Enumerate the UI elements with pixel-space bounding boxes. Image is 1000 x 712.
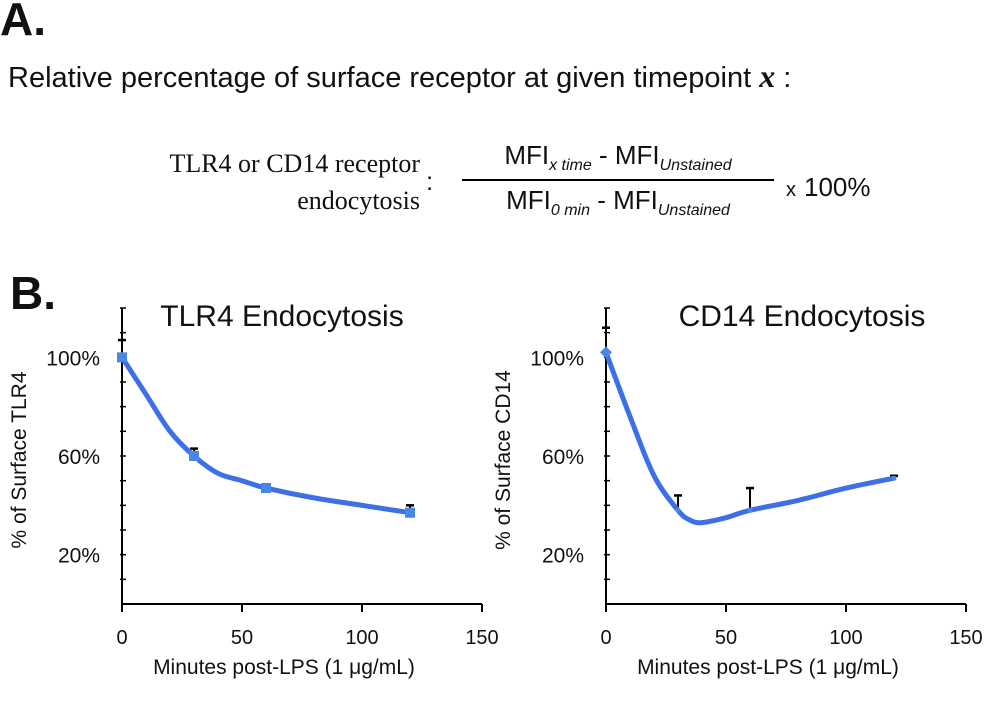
x-tick-label-0: 0 — [600, 627, 611, 649]
numerator-main: MFI — [504, 140, 550, 170]
formula-numerator: MFIx time - MFIUnstained — [462, 140, 774, 175]
y-tick-label-60: 60% — [58, 446, 100, 469]
formula-denominator: MFI0 min - MFIUnstained — [462, 185, 774, 220]
numerator-sub1: x time — [549, 157, 592, 174]
denominator-sub1: 0 min — [550, 202, 590, 219]
fraction-bar — [462, 179, 774, 181]
x-tick-label-100: 100 — [345, 627, 378, 649]
denominator-mid: - MFI — [589, 185, 658, 215]
data-point — [600, 346, 612, 359]
data-point — [891, 475, 897, 481]
denominator-sub2: Unstained — [657, 202, 730, 219]
chart-title: CD14 Endocytosis — [679, 300, 926, 333]
times-value: 100% — [804, 172, 871, 202]
chart-title: TLR4 Endocytosis — [160, 300, 403, 333]
x-axis-label: Minutes post-LPS (1 μg/mL) — [153, 656, 415, 679]
formula-lhs-line2: endocytosis — [297, 185, 420, 215]
formula-lhs-line1: TLR4 or CD14 receptor — [169, 149, 420, 178]
y-tick-label-60: 60% — [542, 446, 584, 469]
data-point — [189, 451, 199, 461]
numerator-mid: - MFI — [591, 140, 660, 170]
x-tick-label-50: 50 — [715, 627, 737, 649]
formula-intro-text: Relative percentage of surface receptor … — [8, 62, 752, 94]
x-tick-label-50: 50 — [231, 627, 253, 649]
y-tick-label-100: 100% — [530, 347, 584, 370]
y-tick-label-20: 20% — [542, 545, 584, 568]
y-axis-label: % of Surface TLR4 — [8, 371, 31, 548]
data-point — [747, 507, 753, 513]
numerator-sub2: Unstained — [659, 157, 732, 174]
x-axis-label: Minutes post-LPS (1 μg/mL) — [637, 656, 899, 679]
chart-cd14: CD14 Endocytosis 0 50 100 150 20% 60% 100% Minut… — [492, 300, 983, 679]
denominator-main: MFI — [506, 185, 551, 215]
formula-fraction: MFIx time - MFIUnstained MFI0 min - MFIU… — [462, 140, 774, 220]
formula-intro: Relative percentage of surface receptor … — [8, 58, 791, 95]
data-point — [117, 352, 127, 363]
x-tick-label-100: 100 — [829, 627, 862, 649]
times-symbol: x — [786, 179, 796, 201]
panel-a-label: A. — [0, 0, 46, 45]
x-tick-label-0: 0 — [116, 627, 127, 649]
formula-lhs: TLR4 or CD14 receptor endocytosis — [60, 146, 420, 220]
series-line — [603, 349, 897, 526]
x-tick-label-150: 150 — [465, 627, 498, 649]
formula-colon: : — [426, 166, 434, 196]
formula-intro-suffix: : — [775, 62, 792, 94]
data-point — [675, 507, 681, 513]
y-axis-label: % of Surface CD14 — [492, 370, 515, 550]
chart-tlr4: TLR4 Endocytosis 0 50 100 150 20% 60% 100% Minut… — [8, 300, 499, 679]
panel-b-label: B. — [10, 267, 56, 319]
x-tick-label-150: 150 — [949, 627, 982, 649]
data-point — [261, 483, 271, 494]
formula-intro-variable: x — [759, 58, 776, 94]
formula-multiplier: x 100% — [786, 172, 871, 203]
y-tick-label-20: 20% — [58, 545, 100, 568]
series-line — [119, 354, 413, 516]
y-tick-label-100: 100% — [46, 347, 100, 370]
data-point — [405, 507, 415, 518]
